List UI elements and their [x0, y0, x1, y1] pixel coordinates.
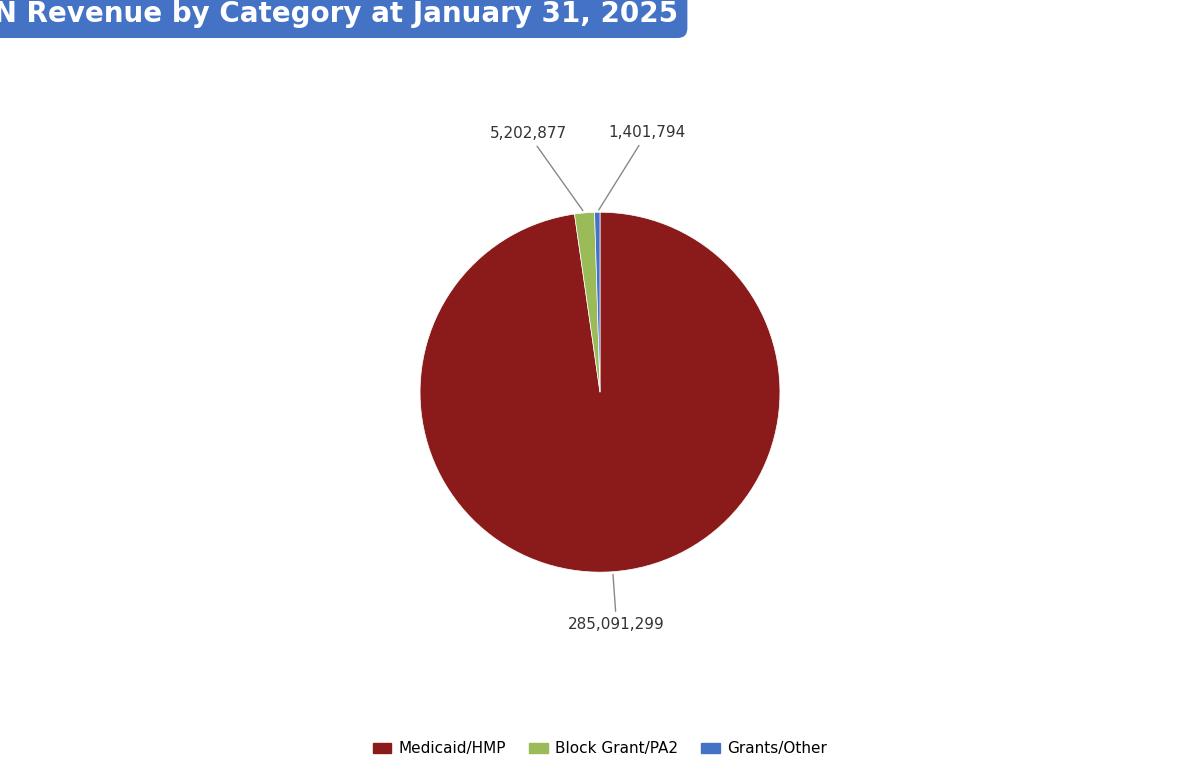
Text: 285,091,299: 285,091,299 [568, 574, 665, 632]
Wedge shape [420, 212, 780, 572]
Text: 1,401,794: 1,401,794 [599, 125, 685, 210]
Text: MSHN Revenue by Category at January 31, 2025: MSHN Revenue by Category at January 31, … [0, 0, 678, 28]
Wedge shape [594, 212, 600, 392]
Legend: Medicaid/HMP, Block Grant/PA2, Grants/Other: Medicaid/HMP, Block Grant/PA2, Grants/Ot… [367, 735, 833, 762]
Wedge shape [575, 212, 600, 392]
Text: 5,202,877: 5,202,877 [490, 126, 583, 211]
